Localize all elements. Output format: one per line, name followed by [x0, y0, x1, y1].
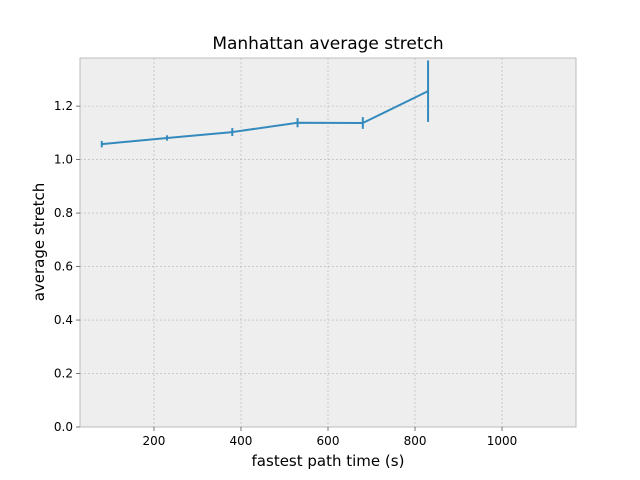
y-tick-label: 1.2 [54, 99, 73, 113]
x-tick-label: 800 [404, 434, 427, 448]
chart-title: Manhattan average stretch [212, 34, 443, 54]
x-tick-label: 600 [317, 434, 340, 448]
y-tick-label: 0.2 [54, 367, 73, 381]
y-axis: 0.0 0.2 0.4 0.6 0.8 1.0 1.2 [54, 99, 80, 434]
y-axis-label: average stretch [30, 183, 48, 302]
x-tick-label: 400 [230, 434, 253, 448]
series-layer [100, 60, 430, 148]
y-tick-label: 1.0 [54, 153, 73, 167]
x-tick-label: 1000 [487, 434, 518, 448]
y-tick-label: 0.4 [54, 313, 73, 327]
x-tick-label: 200 [143, 434, 166, 448]
x-axis: 200 400 600 800 1000 [143, 427, 518, 448]
x-axis-label: fastest path time (s) [252, 452, 405, 470]
y-tick-label: 0.8 [54, 206, 73, 220]
y-tick-label: 0.0 [54, 420, 73, 434]
grid [80, 58, 576, 428]
series-line [101, 90, 429, 146]
y-tick-label: 0.6 [54, 260, 73, 274]
